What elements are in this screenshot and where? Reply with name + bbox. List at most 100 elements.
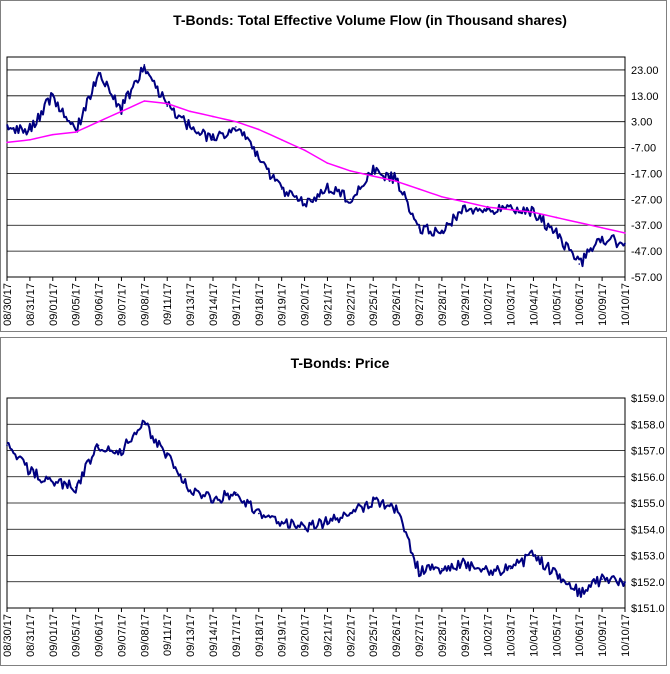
volume-flow-line-point [624, 242, 626, 245]
x-tick-label: 09/06/17 [94, 283, 106, 326]
price-line-point [97, 444, 100, 447]
x-tick-label: 09/01/17 [48, 283, 60, 326]
volume-flow-line-point [29, 128, 31, 131]
moving-average-line-point [601, 227, 603, 229]
volume-flow-line-point [372, 170, 375, 172]
price-line-point [349, 512, 352, 515]
x-tick-label: 09/11/17 [162, 283, 174, 325]
volume-flow-line-point [418, 227, 420, 229]
moving-average-line-point [97, 120, 100, 123]
x-tick-label: 09/13/17 [185, 614, 197, 657]
price-x-axis: 08/30/17 08/31/17 09/01/17 09/05/17 09/06/17… [2, 608, 632, 657]
x-tick-label: 09/27/17 [414, 283, 426, 326]
moving-average-line-point [441, 195, 443, 198]
x-tick-label: 10/02/17 [483, 614, 495, 657]
volume-chart-title: T-Bonds: Total Effective Volume Flow (in… [173, 12, 567, 28]
y-tick-label: -17.00 [631, 168, 662, 180]
x-tick-label: 09/01/17 [48, 614, 60, 657]
moving-average-line-point [212, 115, 214, 118]
y-tick-label: $152.0 [631, 577, 665, 589]
price-line-point [257, 512, 260, 515]
x-tick-label: 09/13/17 [185, 283, 197, 326]
moving-average-line-point [235, 120, 237, 123]
moving-average-line-point [372, 175, 375, 177]
y-tick-label: $151.0 [631, 603, 665, 615]
price-y-axis: $159.0 $158.0 $157.0 $156.0 $155.0 $154.0 $153… [631, 393, 665, 615]
moving-average-line-point [578, 221, 581, 224]
volume-flow-line-point [212, 139, 214, 141]
x-tick-label: 09/05/17 [71, 614, 83, 657]
y-tick-label: -7.00 [631, 143, 656, 155]
moving-average-line-point [555, 216, 558, 219]
volume-flow-line-point [257, 157, 260, 159]
price-line-point [235, 491, 237, 494]
y-tick-label: $155.0 [631, 498, 665, 510]
x-tick-label: 10/04/17 [528, 283, 540, 326]
moving-average-line-point [624, 232, 626, 234]
x-tick-label: 09/28/17 [437, 283, 449, 326]
x-tick-label: 09/27/17 [414, 614, 426, 657]
moving-average-line-point [349, 170, 352, 172]
y-tick-label: $157.0 [631, 446, 665, 458]
x-tick-label: 09/14/17 [208, 283, 220, 326]
x-tick-label: 09/08/17 [139, 614, 151, 657]
y-tick-label: $156.0 [631, 472, 665, 484]
volume-flow-line-point [303, 203, 306, 206]
moving-average-line-point [326, 162, 329, 164]
y-tick-label: 23.00 [631, 65, 659, 77]
moving-average-line-point [509, 208, 512, 211]
price-line-point [189, 489, 191, 491]
x-tick-label: 10/03/17 [506, 283, 518, 326]
moving-average-line-point [51, 133, 54, 136]
volume-flow-line-point [6, 126, 8, 128]
x-tick-label: 09/05/17 [71, 283, 83, 326]
y-tick-label: -57.00 [631, 272, 662, 284]
x-tick-label: 09/17/17 [231, 283, 243, 326]
price-gridlines [7, 397, 625, 609]
price-line-point [166, 454, 169, 457]
price-line-point [395, 507, 397, 510]
moving-average-line-point [486, 206, 489, 208]
volume-y-axis: 23.00 13.00 3.00 -7.00 -17.00 -27.00 -37.00 -47… [631, 65, 662, 284]
y-tick-label: $158.0 [631, 419, 665, 431]
y-tick-label: $153.0 [631, 551, 665, 563]
moving-average-line-point [166, 102, 169, 105]
x-tick-label: 10/10/17 [620, 283, 632, 326]
volume-flow-line-point [395, 177, 397, 180]
x-tick-label: 09/14/17 [208, 614, 220, 657]
price-line [6, 419, 626, 598]
price-line-point [463, 562, 466, 565]
y-tick-label: 13.00 [631, 91, 659, 103]
x-tick-label: 09/26/17 [391, 614, 403, 657]
x-tick-label: 10/05/17 [551, 283, 563, 326]
x-tick-label: 10/05/17 [551, 614, 563, 657]
price-line-point [601, 578, 603, 580]
moving-average-line-point [6, 141, 8, 144]
moving-average-line-point [532, 211, 535, 214]
x-tick-label: 09/26/17 [391, 283, 403, 326]
price-line-point [303, 528, 306, 531]
x-tick-label: 09/19/17 [277, 614, 289, 657]
price-line-point [29, 470, 31, 473]
volume-chart-panel [0, 0, 667, 332]
price-line-point [532, 554, 535, 557]
moving-average-line-point [303, 149, 306, 151]
x-tick-label: 09/22/17 [345, 614, 357, 657]
volume-flow-line-point [441, 232, 443, 234]
volume-flow-line-point [486, 208, 489, 211]
volume-flow-line-point [97, 71, 100, 74]
y-tick-label: 3.00 [631, 117, 652, 129]
price-line-point [578, 591, 581, 594]
volume-flow-line-point [349, 198, 352, 201]
price-line-point [326, 520, 329, 523]
volume-flow-line-point [51, 95, 54, 97]
x-tick-label: 09/11/17 [162, 614, 174, 656]
volume-flow-line-point [166, 105, 169, 107]
price-line-point [441, 567, 443, 570]
x-tick-label: 09/20/17 [300, 283, 312, 326]
x-tick-label: 09/29/17 [460, 283, 472, 326]
volume-flow-line-point [326, 185, 329, 188]
price-line-point [74, 486, 77, 489]
moving-average-line-point [395, 180, 397, 183]
